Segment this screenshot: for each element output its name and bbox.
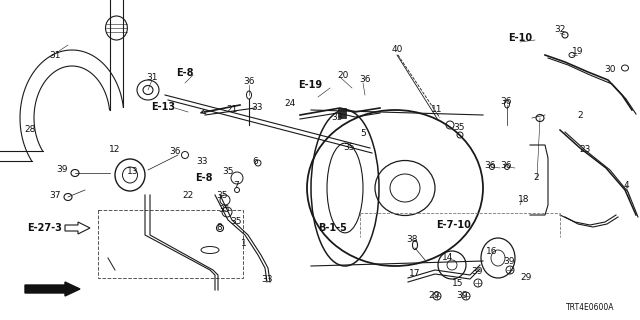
Text: 39: 39 xyxy=(56,165,68,174)
Text: 7: 7 xyxy=(233,181,239,190)
Text: 36: 36 xyxy=(500,161,512,170)
Text: 4: 4 xyxy=(623,180,629,189)
Text: 35: 35 xyxy=(222,167,234,177)
Text: 35: 35 xyxy=(230,218,242,227)
Text: 32: 32 xyxy=(554,26,566,35)
Text: 8: 8 xyxy=(216,223,222,233)
Text: 29: 29 xyxy=(520,274,532,283)
Text: 29: 29 xyxy=(428,291,440,300)
Text: 24: 24 xyxy=(284,99,296,108)
Text: 36: 36 xyxy=(500,98,512,107)
Text: 30: 30 xyxy=(604,66,616,75)
Bar xyxy=(338,108,346,118)
Text: 1: 1 xyxy=(241,238,247,247)
Text: 36: 36 xyxy=(484,161,496,170)
Polygon shape xyxy=(25,282,80,296)
Text: E-8: E-8 xyxy=(176,68,194,78)
Text: 36: 36 xyxy=(169,148,180,156)
Text: 36: 36 xyxy=(359,76,371,84)
Polygon shape xyxy=(65,222,90,234)
Text: 31: 31 xyxy=(147,74,157,83)
Text: E-7-10: E-7-10 xyxy=(436,220,472,230)
Text: 15: 15 xyxy=(452,278,464,287)
Text: 14: 14 xyxy=(442,253,454,262)
Text: 21: 21 xyxy=(227,106,237,115)
Text: 39: 39 xyxy=(471,267,483,276)
Text: TRT4E0600A: TRT4E0600A xyxy=(566,303,614,313)
Text: 12: 12 xyxy=(109,146,121,155)
Text: E-10: E-10 xyxy=(508,33,532,43)
Text: 38: 38 xyxy=(406,236,418,244)
Text: E-19: E-19 xyxy=(298,80,322,90)
Text: E-8: E-8 xyxy=(195,173,212,183)
Text: 35: 35 xyxy=(216,191,228,201)
Text: 18: 18 xyxy=(518,196,530,204)
Text: 2: 2 xyxy=(577,111,583,121)
Text: 2: 2 xyxy=(533,173,539,182)
Text: 23: 23 xyxy=(579,146,591,155)
Text: 20: 20 xyxy=(337,70,349,79)
Text: 37: 37 xyxy=(49,191,61,201)
Text: 33: 33 xyxy=(196,157,208,166)
Text: 39: 39 xyxy=(503,258,515,267)
Text: 6: 6 xyxy=(252,157,258,166)
Text: 5: 5 xyxy=(360,129,366,138)
Text: 17: 17 xyxy=(409,269,420,278)
Text: 33: 33 xyxy=(252,102,263,111)
Text: 35: 35 xyxy=(218,205,230,214)
Text: 36: 36 xyxy=(243,77,255,86)
Text: 33: 33 xyxy=(261,276,273,284)
Text: E-27-3: E-27-3 xyxy=(28,223,63,233)
Text: 35: 35 xyxy=(453,124,465,132)
Text: 33: 33 xyxy=(332,114,343,123)
Text: 16: 16 xyxy=(486,247,498,257)
Text: 31: 31 xyxy=(49,51,61,60)
Text: 39: 39 xyxy=(456,291,468,300)
Text: 11: 11 xyxy=(431,106,443,115)
Text: 13: 13 xyxy=(127,167,139,177)
Text: B-1-5: B-1-5 xyxy=(319,223,348,233)
Text: 19: 19 xyxy=(572,47,584,57)
Text: E-13: E-13 xyxy=(151,102,175,112)
Bar xyxy=(98,210,243,278)
Text: 22: 22 xyxy=(182,190,194,199)
Text: 35: 35 xyxy=(343,143,355,153)
Text: 28: 28 xyxy=(24,125,36,134)
Text: 40: 40 xyxy=(391,45,403,54)
